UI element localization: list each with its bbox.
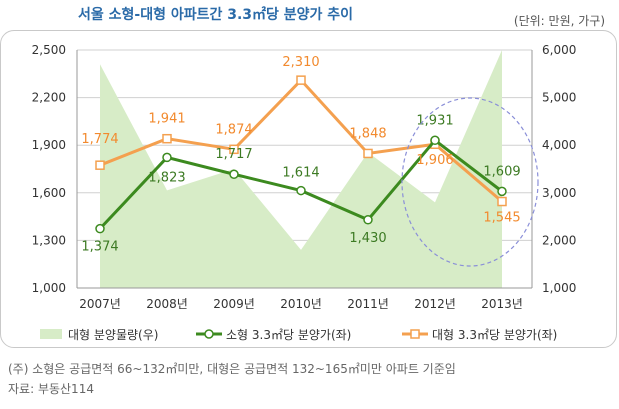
- small-point: [430, 135, 440, 146]
- x-tick-label: 2009년: [213, 297, 255, 311]
- y-left-tick-label: 1,900: [32, 138, 66, 152]
- legend-label-large: 대형 3.3㎡당 분양가(좌): [432, 328, 557, 342]
- small-data-label: 1,374: [81, 240, 118, 255]
- large-data-label: 1,874: [215, 122, 252, 137]
- legend-label-area: 대형 분양물량(우): [68, 328, 158, 342]
- y-left-tick-label: 1,000: [32, 281, 66, 295]
- small-point: [296, 185, 306, 196]
- y-right-tick-label: 5,000: [542, 91, 576, 105]
- small-data-label: 1,931: [416, 113, 453, 128]
- y-right-tick-label: 3,000: [542, 186, 576, 200]
- small-point: [162, 152, 172, 163]
- small-point: [497, 186, 507, 197]
- y-right-tick-label: 2,000: [542, 233, 576, 247]
- small-point: [229, 169, 239, 179]
- large-point: [363, 148, 373, 159]
- large-data-label: 1,848: [349, 126, 386, 141]
- small-point: [363, 215, 373, 225]
- legend-label-small: 소형 3.3㎡당 분양가(좌): [226, 328, 351, 342]
- x-tick-label: 2012년: [414, 297, 456, 311]
- large-data-label: 1,941: [148, 112, 185, 127]
- y-left-tick-label: 2,500: [32, 43, 66, 57]
- small-data-label: 1,717: [215, 147, 252, 162]
- large-data-label: 2,310: [282, 55, 319, 70]
- small-data-label: 1,823: [148, 170, 185, 185]
- x-tick-label: 2007년: [79, 297, 121, 311]
- large-data-label: 1,906: [416, 153, 453, 168]
- legend-marker-large: [410, 329, 420, 339]
- y-left-tick-label: 1,600: [32, 186, 66, 200]
- source-note: 자료: 부동산114: [8, 382, 94, 396]
- y-left-tick-label: 2,200: [32, 91, 66, 105]
- legend-marker-small: [204, 329, 214, 339]
- chart-title: 서울 소형-대형 아파트간 3.3㎡당 분양가 추이: [78, 7, 354, 23]
- y-right-tick-label: 4,000: [542, 138, 576, 152]
- large-point: [162, 133, 172, 144]
- y-right-tick-label: 1,000: [542, 281, 576, 295]
- large-data-label: 1,774: [81, 132, 118, 147]
- y-right-tick-label: 6,000: [542, 43, 576, 57]
- large-point: [95, 160, 105, 170]
- chart-frame: [0, 30, 617, 348]
- x-tick-label: 2008년: [146, 297, 188, 311]
- large-data-label: 1,545: [483, 211, 520, 226]
- x-tick-label: 2010년: [280, 297, 322, 311]
- small-data-label: 1,430: [349, 231, 386, 246]
- x-tick-label: 2013년: [481, 297, 523, 311]
- unit-label: (단위: 만원, 가구): [513, 14, 605, 28]
- footnote: (주) 소형은 공급면적 66~132㎡미만, 대형은 공급면적 132~165…: [8, 362, 456, 376]
- small-data-label: 1,609: [483, 164, 520, 179]
- small-point: [95, 223, 105, 234]
- large-point: [229, 144, 239, 155]
- y-left-tick-label: 1,300: [32, 233, 66, 247]
- x-tick-label: 2011년: [347, 297, 389, 311]
- area-series-supply: [100, 50, 502, 288]
- small-data-label: 1,614: [282, 166, 319, 181]
- highlight-circle: [401, 97, 539, 267]
- large-point: [296, 75, 306, 85]
- legend-swatch-area: [40, 329, 62, 339]
- large-point: [497, 196, 507, 207]
